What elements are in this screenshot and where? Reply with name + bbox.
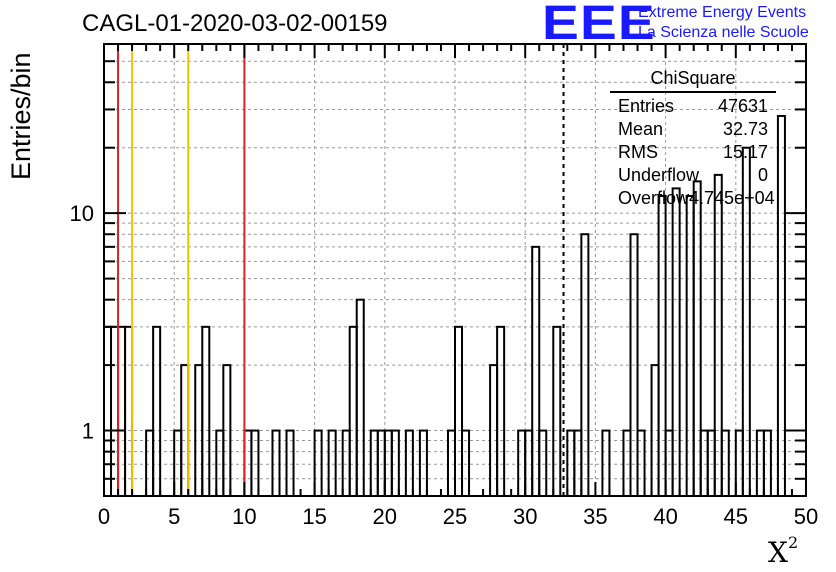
stats-label: Mean bbox=[618, 119, 664, 139]
histogram-bin bbox=[124, 325, 134, 497]
eee-logo: EEE bbox=[542, 0, 656, 50]
logo-text-line2: La Scienza nelle Scuole bbox=[638, 24, 809, 41]
x-tick-label: 50 bbox=[794, 504, 818, 529]
histogram-bin bbox=[552, 325, 562, 497]
stats-row-overflow: Overflow 4.745e+04 bbox=[610, 187, 776, 210]
histogram-bin bbox=[692, 180, 702, 497]
stats-value: 47631 bbox=[717, 96, 768, 116]
stats-box: ChiSquare Entries 47631 Mean 32.73 RMS 15.1… bbox=[610, 68, 776, 210]
stats-title: ChiSquare bbox=[610, 68, 776, 93]
stats-row-entries: Entries 47631 bbox=[610, 95, 776, 118]
x-tick-label: 40 bbox=[653, 504, 677, 529]
histogram-bin bbox=[152, 325, 162, 497]
y-tick-label: 10 bbox=[70, 201, 94, 226]
stats-label: Entries bbox=[618, 96, 675, 116]
x-tick-label: 30 bbox=[513, 504, 537, 529]
stats-value: 32.73 bbox=[722, 119, 768, 139]
histogram-bin bbox=[496, 325, 506, 497]
x-tick-label: 15 bbox=[302, 504, 326, 529]
x-tick-label: 0 bbox=[98, 504, 110, 529]
histogram-bin bbox=[531, 245, 541, 497]
histogram-bin bbox=[685, 194, 695, 497]
y-axis-label: Entries/bin bbox=[6, 52, 36, 180]
histogram-bin bbox=[117, 325, 127, 497]
histogram-bin bbox=[454, 325, 464, 497]
histogram-bin bbox=[355, 298, 365, 497]
histogram-bin bbox=[103, 325, 113, 497]
x-tick-label: 10 bbox=[232, 504, 256, 529]
histogram-bin bbox=[776, 114, 786, 498]
histogram-bin bbox=[201, 325, 211, 497]
x-tick-label: 25 bbox=[443, 504, 467, 529]
x-axis-label-superscript: 2 bbox=[787, 532, 799, 552]
stats-row-rms: RMS 15.17 bbox=[610, 141, 776, 164]
y-tick-label: 1 bbox=[82, 419, 94, 444]
x-tick-label: 5 bbox=[168, 504, 180, 529]
histogram-bin bbox=[110, 325, 120, 497]
stats-row-mean: Mean 32.73 bbox=[610, 118, 776, 141]
stats-value: 0 bbox=[757, 165, 768, 185]
logo-text-line1: Extreme Energy Events bbox=[638, 4, 807, 21]
stats-value: 4.745e+04 bbox=[689, 188, 775, 208]
x-tick-label: 35 bbox=[583, 504, 607, 529]
x-tick-label: 20 bbox=[373, 504, 397, 529]
x-axis-label: X2 bbox=[768, 532, 799, 569]
histogram-bin bbox=[348, 325, 358, 497]
stats-value: 15.17 bbox=[722, 142, 768, 162]
x-axis-label-base: X bbox=[768, 536, 788, 569]
chart-title: CAGL-01-2020-03-02-00159 bbox=[82, 10, 388, 37]
stats-row-underflow: Underflow 0 bbox=[610, 164, 776, 187]
stats-label: Overflow bbox=[618, 188, 690, 208]
stats-label: Underflow bbox=[618, 165, 700, 185]
x-tick-label: 45 bbox=[724, 504, 748, 529]
histogram-bin bbox=[657, 194, 667, 497]
stats-label: RMS bbox=[618, 142, 658, 162]
